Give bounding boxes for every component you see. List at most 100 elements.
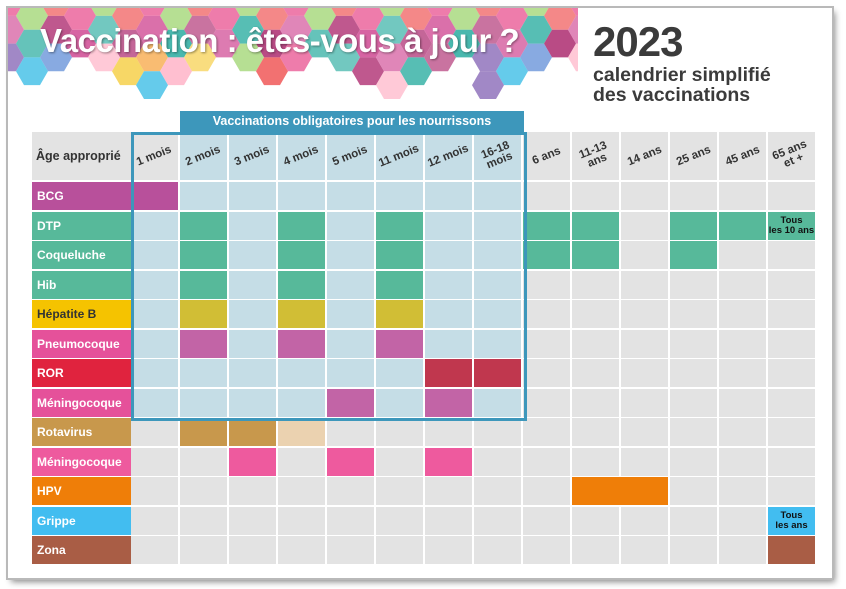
schedule-cell xyxy=(327,506,374,535)
schedule-cell xyxy=(327,300,374,328)
schedule-cell xyxy=(278,447,325,476)
column-header-label: 11-13 ans xyxy=(577,139,609,170)
mosaic-hexagon xyxy=(91,8,117,16)
schedule-cell xyxy=(327,211,374,240)
mosaic-hexagon xyxy=(424,43,456,72)
schedule-cell xyxy=(474,182,521,210)
mosaic-hexagon xyxy=(376,15,408,44)
mosaic-hexagon xyxy=(376,71,408,99)
vaccination-mark xyxy=(327,388,374,417)
vaccination-mark xyxy=(180,241,227,269)
schedule-cell xyxy=(474,241,521,269)
schedule-cell xyxy=(572,270,619,299)
mosaic-hexagon xyxy=(232,15,264,44)
mosaic-hexagon xyxy=(568,43,578,72)
schedule-cell xyxy=(474,536,521,564)
schedule-cell xyxy=(621,388,668,417)
mosaic-hexagon xyxy=(112,57,144,86)
mosaic-hexagon xyxy=(400,57,432,86)
vaccination-mark xyxy=(572,211,619,240)
schedule-cell xyxy=(376,477,423,505)
poster-frame: Vaccination : êtes-vous à jour ? 2023 ca… xyxy=(8,8,832,578)
schedule-cell xyxy=(572,447,619,476)
schedule-cell xyxy=(376,182,423,210)
column-header: 6 ans xyxy=(523,132,570,180)
mosaic-hexagon xyxy=(424,15,456,44)
schedule-cell xyxy=(572,329,619,358)
column-header-label: 2 mois xyxy=(184,143,223,168)
vaccination-mark xyxy=(180,418,227,446)
column-header: 3 mois xyxy=(229,132,276,180)
vaccination-mark xyxy=(425,388,472,417)
schedule-cell xyxy=(180,536,227,564)
mosaic-hexagon xyxy=(136,15,168,44)
schedule-cell xyxy=(425,536,472,564)
mosaic-hexagon xyxy=(8,8,21,16)
mosaic-hexagon xyxy=(496,57,528,86)
schedule-cell xyxy=(768,388,815,417)
vaccination-mark xyxy=(670,211,717,240)
schedule-cell xyxy=(621,182,668,210)
mosaic-hexagon xyxy=(427,8,453,16)
schedule-cell xyxy=(768,447,815,476)
column-header-label: 14 ans xyxy=(625,143,664,168)
mosaic-hexagon xyxy=(184,43,216,72)
schedule-cell xyxy=(523,182,570,210)
vaccination-mark xyxy=(523,241,570,269)
vaccination-mark xyxy=(278,241,325,269)
vaccination-mark xyxy=(278,329,325,358)
schedule-cell xyxy=(425,270,472,299)
vaccine-label: DTP xyxy=(32,211,131,240)
schedule-cell xyxy=(180,506,227,535)
mosaic-hexagon xyxy=(520,43,552,72)
schedule-cell xyxy=(719,359,766,387)
schedule-cell xyxy=(180,477,227,505)
vaccine-label: Zona xyxy=(32,536,131,564)
schedule-cell xyxy=(670,536,717,564)
schedule-cell xyxy=(229,211,276,240)
vaccination-mark xyxy=(719,211,766,240)
hexagon-mosaic xyxy=(8,8,578,99)
schedule-cell xyxy=(131,241,178,269)
schedule-cell xyxy=(719,300,766,328)
schedule-cell xyxy=(327,329,374,358)
schedule-cell xyxy=(523,447,570,476)
vaccination-mark xyxy=(474,359,521,387)
schedule-cell xyxy=(180,447,227,476)
schedule-cell xyxy=(131,447,178,476)
schedule-cell xyxy=(278,506,325,535)
vaccination-mark xyxy=(278,211,325,240)
mosaic-hexagon xyxy=(376,43,408,72)
mosaic-hexagon xyxy=(448,29,480,58)
schedule-cell xyxy=(376,359,423,387)
schedule-cell xyxy=(278,477,325,505)
schedule-cell xyxy=(572,300,619,328)
vaccination-mark xyxy=(229,418,276,446)
schedule-cell xyxy=(768,300,815,328)
schedule-cell xyxy=(621,536,668,564)
schedule-cell xyxy=(327,536,374,564)
schedule-cell xyxy=(131,388,178,417)
mosaic-hexagon xyxy=(352,57,384,86)
schedule-cell xyxy=(474,329,521,358)
age-column-header: Âge approprié xyxy=(32,132,131,180)
subtitle-line-1: calendrier simplifié xyxy=(593,64,771,86)
column-header-label: 25 ans xyxy=(674,143,713,168)
vaccination-mark xyxy=(376,211,423,240)
mosaic-hexagon xyxy=(472,43,504,72)
mosaic-hexagon xyxy=(328,15,360,44)
schedule-cell xyxy=(327,182,374,210)
schedule-cell xyxy=(180,182,227,210)
vaccine-label: BCG xyxy=(32,182,131,210)
schedule-cell xyxy=(474,506,521,535)
mosaic-hexagon xyxy=(88,43,120,72)
year-label: 2023 xyxy=(593,18,683,65)
schedule-cell xyxy=(327,270,374,299)
mosaic-hexagon xyxy=(160,8,192,30)
vaccination-mark xyxy=(278,418,325,446)
column-header: 65 ans et + xyxy=(768,132,815,180)
column-header-label: 6 ans xyxy=(530,144,563,167)
schedule-cell xyxy=(229,359,276,387)
schedule-cell xyxy=(131,329,178,358)
schedule-cell xyxy=(670,359,717,387)
